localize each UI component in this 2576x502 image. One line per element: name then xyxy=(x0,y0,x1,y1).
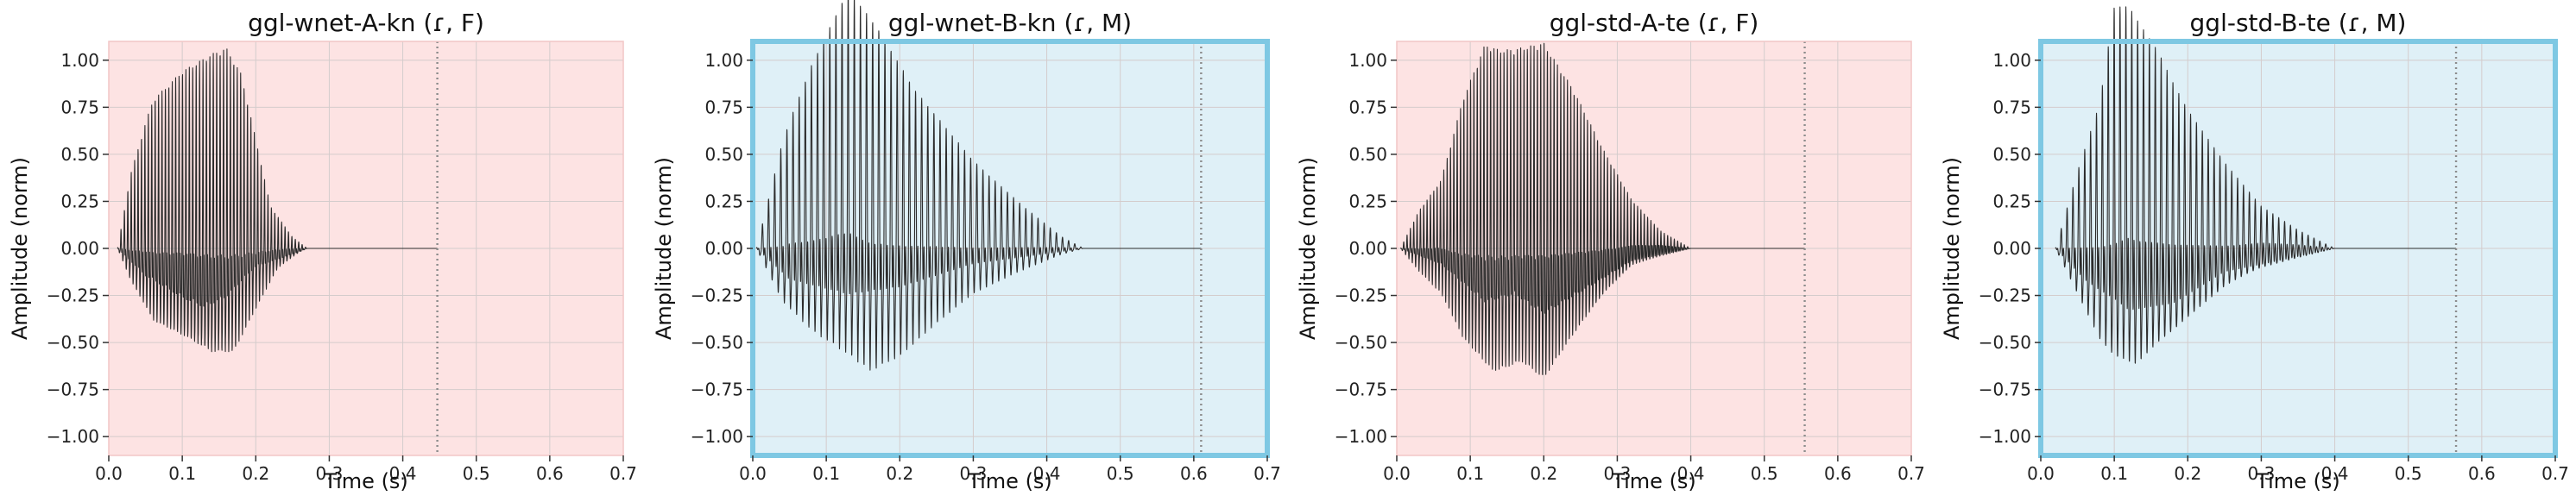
x-tick-label: 0.1 xyxy=(812,463,840,484)
y-tick-label: −0.75 xyxy=(47,380,99,400)
waveform-series xyxy=(1399,42,1805,376)
y-tick-label: −0.50 xyxy=(47,332,99,353)
chart-panel-3: 0.0 0.1 0.2 0.3 0.4 0.5 0.6 0.7 1.00 0.75 0.50 0.25… xyxy=(1296,9,1925,493)
y-axis-label: Amplitude (norm) xyxy=(8,157,32,340)
y-tick-label: 0.50 xyxy=(60,144,99,165)
y-tick-label: −0.25 xyxy=(47,286,99,306)
x-tick-label: 0.1 xyxy=(2100,463,2128,484)
y-axis-label: Amplitude (norm) xyxy=(1296,157,1320,340)
y-tick-label: −0.50 xyxy=(691,332,743,353)
x-tick-label: 0.1 xyxy=(168,463,196,484)
y-axis-label: Amplitude (norm) xyxy=(1940,157,1964,340)
y-tick-label: −1.00 xyxy=(1335,426,1387,447)
x-tick-label: 0.3 xyxy=(316,463,344,484)
y-tick-label: −0.50 xyxy=(1335,332,1387,353)
x-tick-label: 0.2 xyxy=(886,463,913,484)
y-tick-label: 1.00 xyxy=(60,50,99,71)
y-tick-label: 0.75 xyxy=(60,97,99,117)
y-tick-label: 1.00 xyxy=(1992,50,2031,71)
x-tick-label: 0.0 xyxy=(1383,463,1411,484)
y-tick-label: 1.00 xyxy=(1348,50,1387,71)
chart-title: ggl-wnet-A-kn (ɾ, F) xyxy=(248,9,484,37)
x-tick-label: 0.0 xyxy=(739,463,767,484)
x-tick-label: 0.7 xyxy=(1253,463,1281,484)
x-tick-label: 0.0 xyxy=(95,463,123,484)
x-tick-label: 0.5 xyxy=(463,463,490,484)
y-tick-label: −1.00 xyxy=(691,426,743,447)
y-tick-label: 0.25 xyxy=(704,191,743,211)
x-tick-label: 0.1 xyxy=(1456,463,1484,484)
y-tick-label: 1.00 xyxy=(704,50,743,71)
waveform-series xyxy=(117,48,438,353)
y-tick-label: 0.00 xyxy=(60,238,99,259)
y-tick-label: −0.75 xyxy=(691,380,743,400)
y-tick-label: −0.25 xyxy=(1979,286,2031,306)
chart-title: ggl-std-A-te (ɾ, F) xyxy=(1550,9,1759,37)
x-tick-label: 0.3 xyxy=(2248,463,2276,484)
x-tick-label: 0.6 xyxy=(1824,463,1852,484)
y-tick-label: −1.00 xyxy=(47,426,99,447)
y-tick-label: 0.75 xyxy=(704,97,743,117)
x-axis-label: Time (s) xyxy=(1611,469,1696,493)
x-tick-label: 0.5 xyxy=(1107,463,1134,484)
x-tick-label: 0.4 xyxy=(389,463,417,484)
y-tick-label: 0.00 xyxy=(704,238,743,259)
y-tick-label: −0.75 xyxy=(1979,380,2031,400)
y-axis-label: Amplitude (norm) xyxy=(652,157,676,340)
x-tick-label: 0.7 xyxy=(1897,463,1925,484)
y-tick-label: −0.25 xyxy=(1335,286,1387,306)
x-tick-label: 0.5 xyxy=(1751,463,1778,484)
waveform-series xyxy=(755,0,1202,371)
chart-panel-1: 0.0 0.1 0.2 0.3 0.4 0.5 0.6 0.7 1.00 0.75 0.50 0.25… xyxy=(8,9,637,493)
chart-title: ggl-std-B-te (ɾ, M) xyxy=(2190,9,2407,37)
y-tick-label: 0.25 xyxy=(60,191,99,211)
y-tick-label: 0.25 xyxy=(1992,191,2031,211)
y-tick-label: −0.75 xyxy=(1335,380,1387,400)
x-tick-label: 0.4 xyxy=(1677,463,1705,484)
x-tick-label: 0.6 xyxy=(1180,463,1208,484)
x-tick-label: 0.6 xyxy=(2468,463,2496,484)
y-tick-label: −0.50 xyxy=(1979,332,2031,353)
y-tick-label: 0.75 xyxy=(1348,97,1387,117)
x-axis-label: Time (s) xyxy=(967,469,1052,493)
x-tick-label: 0.4 xyxy=(1033,463,1061,484)
x-axis-label: Time (s) xyxy=(2255,469,2340,493)
y-tick-label: −1.00 xyxy=(1979,426,2031,447)
x-tick-label: 0.0 xyxy=(2027,463,2055,484)
x-tick-label: 0.6 xyxy=(536,463,564,484)
y-tick-label: 0.50 xyxy=(1992,144,2031,165)
y-tick-label: 0.50 xyxy=(1348,144,1387,165)
y-tick-label: 0.25 xyxy=(1348,191,1387,211)
y-tick-label: 0.50 xyxy=(704,144,743,165)
x-tick-label: 0.4 xyxy=(2321,463,2349,484)
x-tick-label: 0.2 xyxy=(242,463,269,484)
chart-title: ggl-wnet-B-kn (ɾ, M) xyxy=(888,9,1132,37)
x-tick-label: 0.2 xyxy=(2174,463,2201,484)
x-tick-label: 0.2 xyxy=(1530,463,1557,484)
x-axis-label: Time (s) xyxy=(323,469,408,493)
y-tick-label: 0.00 xyxy=(1992,238,2031,259)
x-tick-label: 0.7 xyxy=(2541,463,2569,484)
x-tick-label: 0.5 xyxy=(2395,463,2422,484)
y-tick-label: −0.25 xyxy=(691,286,743,306)
chart-panel-4: 0.0 0.1 0.2 0.3 0.4 0.5 0.6 0.7 1.00 0.75 0.50 0.25… xyxy=(1940,6,2569,493)
waveform-series xyxy=(2055,6,2457,364)
x-tick-label: 0.3 xyxy=(1604,463,1632,484)
chart-panel-2: 0.0 0.1 0.2 0.3 0.4 0.5 0.6 0.7 1.00 0.75 0.50 0.25… xyxy=(652,0,1281,493)
y-tick-label: 0.00 xyxy=(1348,238,1387,259)
x-tick-label: 0.3 xyxy=(960,463,988,484)
y-tick-label: 0.75 xyxy=(1992,97,2031,117)
x-tick-label: 0.7 xyxy=(609,463,637,484)
